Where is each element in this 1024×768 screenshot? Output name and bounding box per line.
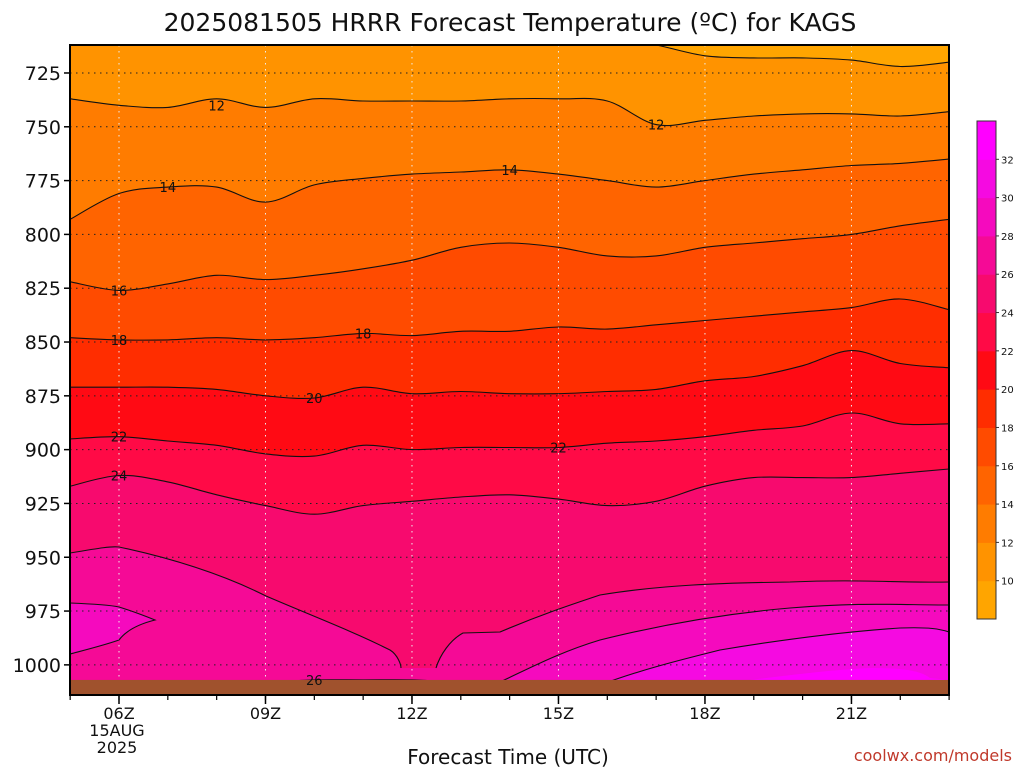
isotherm-label-26-12: 26 <box>306 674 323 689</box>
x-tick-label-18Z: 18Z <box>689 704 720 723</box>
colorbar: 10 12 14 16 18 20 22 24 26 28 30 32 <box>976 120 1014 620</box>
colorbar-segment-12 <box>977 159 996 199</box>
colorbar-segment-6 <box>977 389 996 428</box>
source-credit: coolwx.com/models <box>854 746 1012 765</box>
isotherm-lower-5 <box>599 627 949 686</box>
x-tick-label-06Z: 06Z <box>103 704 134 723</box>
isotherm-20 <box>70 350 949 400</box>
isotherm-lower-1 <box>70 546 402 669</box>
warm-band-2 <box>70 603 155 654</box>
colorbar-label-24: 24 <box>1001 309 1014 320</box>
colorbar-segment-13 <box>977 121 996 160</box>
isotherm-24 <box>70 468 949 515</box>
isotherm-label-18-6: 18 <box>111 334 128 349</box>
y-tick-label-750: 750 <box>25 117 61 139</box>
surface-ground <box>70 679 949 695</box>
y-tick-label-725: 725 <box>25 63 61 85</box>
isotherm-14 <box>70 158 949 220</box>
isotherm-18 <box>70 298 949 341</box>
isotherm-label-22-9: 22 <box>111 431 128 446</box>
colorbar-segment-5 <box>977 427 996 467</box>
colorbar-segment-10 <box>977 235 996 275</box>
isotherm-10 <box>653 45 949 68</box>
isotherm-lower-3 <box>70 602 157 655</box>
y-tick-label-800: 800 <box>25 224 61 246</box>
y-axis: 725 750 775 800 825 850 875 900 925 950 975 1000 <box>13 63 70 677</box>
surface-ground-band <box>70 679 949 695</box>
isotherm-label-24-11: 24 <box>111 469 128 484</box>
isotherm-label-14-3: 14 <box>160 181 177 196</box>
isotherm-label-12-2: 12 <box>648 119 665 134</box>
colorbar-label-20: 20 <box>1001 385 1014 396</box>
y-tick-label-850: 850 <box>25 332 61 354</box>
isotherm-22 <box>70 412 949 458</box>
y-tick-label-900: 900 <box>25 440 61 462</box>
colorbar-label-32: 32 <box>1001 155 1014 166</box>
isotherm-16 <box>70 218 949 291</box>
isotherm-label-20-8: 20 <box>306 392 323 407</box>
colorbar-segment-1 <box>977 580 996 620</box>
isotherm-label-18-7: 18 <box>355 327 372 342</box>
colorbar-segment-7 <box>977 350 996 390</box>
isotherm-label-16-5: 16 <box>111 284 128 299</box>
x-date-label-1: 15AUG <box>89 721 144 740</box>
x-axis-label: Forecast Time (UTC) <box>407 745 609 768</box>
colorbar-label-26: 26 <box>1001 270 1014 281</box>
y-tick-label-875: 875 <box>25 386 61 408</box>
isotherm-label-12-1: 12 <box>208 99 225 114</box>
x-tick-label-12Z: 12Z <box>396 704 427 723</box>
y-tick-label-825: 825 <box>25 278 61 300</box>
y-tick-label-975: 975 <box>25 601 61 623</box>
colorbar-frame <box>976 120 997 620</box>
x-tick-label-21Z: 21Z <box>836 704 867 723</box>
isotherm-12 <box>70 97 949 127</box>
y-tick-label-950: 950 <box>25 547 61 569</box>
colorbar-label-18: 18 <box>1001 423 1014 434</box>
isotherm-label-22-10: 22 <box>550 441 567 456</box>
colorbar-label-10: 10 <box>1001 577 1014 588</box>
colorbar-segment-2 <box>977 542 996 582</box>
y-tick-label-925: 925 <box>25 493 61 515</box>
isotherm-lower-4 <box>499 603 949 683</box>
colorbar-segment-3 <box>977 504 996 543</box>
x-tick-label-15Z: 15Z <box>543 704 574 723</box>
grid-lines <box>70 45 949 695</box>
x-tick-label-09Z: 09Z <box>250 704 281 723</box>
plot-area: 12 12 14 14 16 18 18 20 22 22 24 26 <box>70 45 949 695</box>
colorbar-label-28: 28 <box>1001 232 1014 243</box>
colorbar-segment-9 <box>977 274 996 314</box>
colorbar-label-30: 30 <box>1001 194 1014 205</box>
x-date-label-2: 2025 <box>97 738 138 757</box>
isotherm-lower-2 <box>435 580 949 669</box>
y-tick-label-1000: 1000 <box>13 655 61 677</box>
colorbar-label-16: 16 <box>1001 462 1014 473</box>
colorbar-label-22: 22 <box>1001 347 1014 358</box>
colorbar-segment-8 <box>977 312 996 352</box>
colorbar-segment-11 <box>977 197 996 237</box>
y-tick-label-775: 775 <box>25 171 61 193</box>
chart-title: 2025081505 HRRR Forecast Temperature (ºC… <box>164 8 857 37</box>
isotherm-label-14-4: 14 <box>501 164 518 179</box>
colorbar-label-12: 12 <box>1001 538 1014 549</box>
colorbar-label-14: 14 <box>1001 500 1014 511</box>
colorbar-segment-4 <box>977 465 996 505</box>
isotherm-labels: 12 12 14 14 16 18 18 20 22 22 24 26 <box>111 99 665 689</box>
